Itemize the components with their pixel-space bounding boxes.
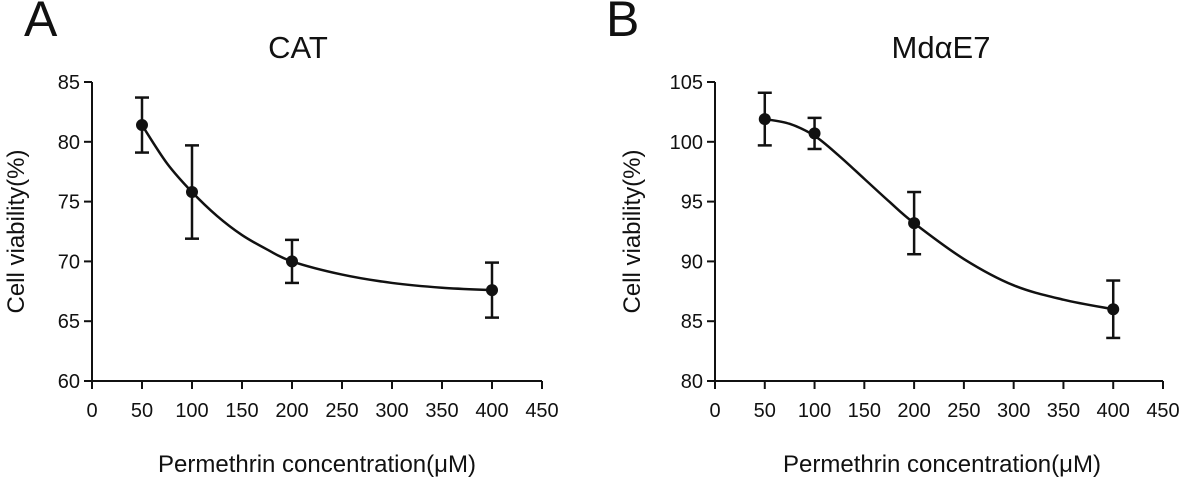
chart-title: MdαE7 [892,30,991,65]
x-tick-label: 300 [375,400,408,422]
x-tick-label: 250 [325,400,358,422]
x-tick-label: 450 [1146,400,1179,422]
y-tick-label: 75 [58,192,80,214]
y-tick-label: 70 [58,251,80,273]
x-tick-label: 100 [798,400,831,422]
y-tick-label: 80 [681,371,703,393]
y-tick-label: 80 [58,132,80,154]
x-tick-label: 200 [897,400,930,422]
chart-title: CAT [268,30,328,65]
y-axis-label: Cell viability(%) [619,149,646,313]
data-point [186,186,198,199]
x-tick-label: 150 [848,400,881,422]
x-axis-label: Permethrin concentration(μM) [783,451,1101,478]
data-point [286,255,298,268]
y-tick-label: 85 [681,311,703,333]
y-tick-label: 65 [58,311,80,333]
x-tick-label: 400 [1097,400,1130,422]
x-tick-label: 50 [754,400,776,422]
y-tick-label: 60 [58,371,80,393]
x-tick-label: 0 [709,400,720,422]
data-point [758,113,771,126]
fit-curve [140,124,493,292]
x-tick-label: 50 [131,400,153,422]
data-point [908,217,921,230]
x-tick-label: 150 [225,400,258,422]
x-tick-label: 300 [997,400,1030,422]
x-tick-label: 450 [525,400,558,422]
panel-letter: A [24,0,58,47]
data-point [1107,303,1120,316]
y-tick-label: 90 [681,251,703,273]
x-tick-label: 100 [175,400,208,422]
x-tick-label: 0 [86,400,97,422]
data-point [808,127,821,140]
y-axis-label: Cell viability(%) [3,149,30,313]
y-tick-label: 85 [58,72,80,94]
data-point [486,284,498,297]
x-tick-label: 250 [947,400,980,422]
x-tick-label: 400 [475,400,508,422]
x-tick-label: 350 [425,400,458,422]
x-tick-label: 350 [1047,400,1080,422]
fit-curve [764,117,1114,311]
y-tick-label: 105 [670,72,703,94]
x-axis-label: Permethrin concentration(μM) [158,451,476,478]
x-tick-label: 200 [275,400,308,422]
y-tick-label: 95 [681,192,703,214]
y-tick-label: 100 [670,132,703,154]
panel-letter: B [606,0,639,47]
data-point [136,119,148,132]
